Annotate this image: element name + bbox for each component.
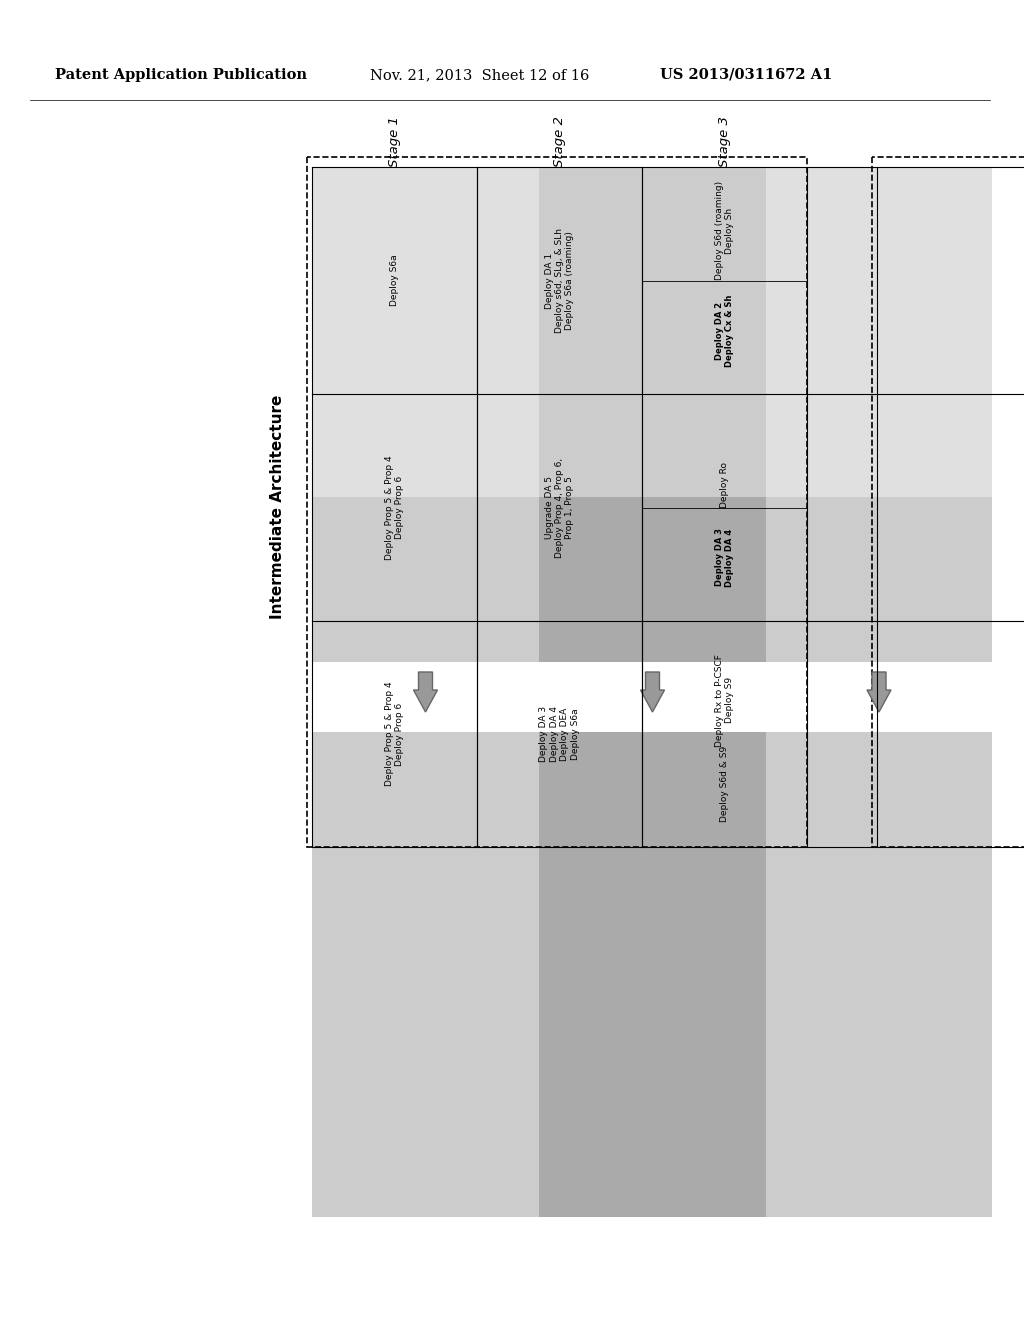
- Polygon shape: [312, 733, 539, 1217]
- Text: Stage 3: Stage 3: [718, 116, 731, 168]
- Polygon shape: [766, 333, 992, 498]
- Text: Nov. 21, 2013  Sheet 12 of 16: Nov. 21, 2013 Sheet 12 of 16: [370, 69, 590, 82]
- Text: Intermediate Architecture: Intermediate Architecture: [269, 395, 285, 619]
- Polygon shape: [312, 498, 539, 663]
- Polygon shape: [312, 168, 539, 333]
- Text: Deploy DA 3
Deploy DA 4
Deploy DEA
Deploy S6a: Deploy DA 3 Deploy DA 4 Deploy DEA Deplo…: [540, 706, 580, 762]
- Text: Deploy Prop 5 & Prop 4
Deploy Prop 6: Deploy Prop 5 & Prop 4 Deploy Prop 6: [385, 681, 404, 787]
- Text: Patent Application Publication: Patent Application Publication: [55, 69, 307, 82]
- Polygon shape: [766, 333, 992, 498]
- Polygon shape: [766, 168, 992, 333]
- Text: Deploy DA 3
Deploy DA 4: Deploy DA 3 Deploy DA 4: [715, 528, 734, 586]
- Polygon shape: [312, 333, 539, 498]
- Text: Deploy Prop 5 & Prop 4
Deploy Prop 6: Deploy Prop 5 & Prop 4 Deploy Prop 6: [385, 455, 404, 560]
- Polygon shape: [539, 498, 766, 663]
- Polygon shape: [539, 333, 766, 498]
- Polygon shape: [640, 672, 665, 711]
- Polygon shape: [539, 168, 766, 333]
- Polygon shape: [766, 168, 992, 333]
- Polygon shape: [312, 333, 539, 498]
- Polygon shape: [539, 733, 766, 1217]
- Text: Deploy S6d (roaming)
Deploy Sh: Deploy S6d (roaming) Deploy Sh: [715, 181, 734, 280]
- Polygon shape: [539, 333, 766, 498]
- Text: Deploy S6d & S9: Deploy S6d & S9: [720, 746, 729, 822]
- Text: Stage 2: Stage 2: [553, 116, 566, 168]
- Polygon shape: [766, 733, 992, 1217]
- Polygon shape: [539, 168, 766, 333]
- Text: Deploy Ro: Deploy Ro: [720, 462, 729, 508]
- Polygon shape: [414, 672, 437, 711]
- Polygon shape: [766, 498, 992, 663]
- Text: Deploy DA 1
Deploy s6d, SLg, & SLh
Deploy S6a (roaming): Deploy DA 1 Deploy s6d, SLg, & SLh Deplo…: [545, 228, 574, 333]
- Polygon shape: [312, 498, 539, 663]
- Polygon shape: [312, 168, 539, 333]
- Text: Deploy Rx to P-CSCF
Deploy S9: Deploy Rx to P-CSCF Deploy S9: [715, 653, 734, 747]
- Polygon shape: [539, 498, 766, 663]
- Text: Upgrade DA 5
Deploy Prop 4, Prop 6,
Prop 1, Prop 5: Upgrade DA 5 Deploy Prop 4, Prop 6, Prop…: [545, 458, 574, 557]
- Polygon shape: [766, 733, 992, 1217]
- Polygon shape: [766, 498, 992, 663]
- Polygon shape: [312, 733, 539, 1217]
- Polygon shape: [539, 733, 766, 1217]
- Text: Stage 1: Stage 1: [388, 116, 401, 168]
- Text: Deploy S6a: Deploy S6a: [390, 255, 399, 306]
- Text: Deploy DA 2
Deploy Cx & Sh: Deploy DA 2 Deploy Cx & Sh: [715, 294, 734, 367]
- Text: US 2013/0311672 A1: US 2013/0311672 A1: [660, 69, 833, 82]
- Polygon shape: [867, 672, 891, 711]
